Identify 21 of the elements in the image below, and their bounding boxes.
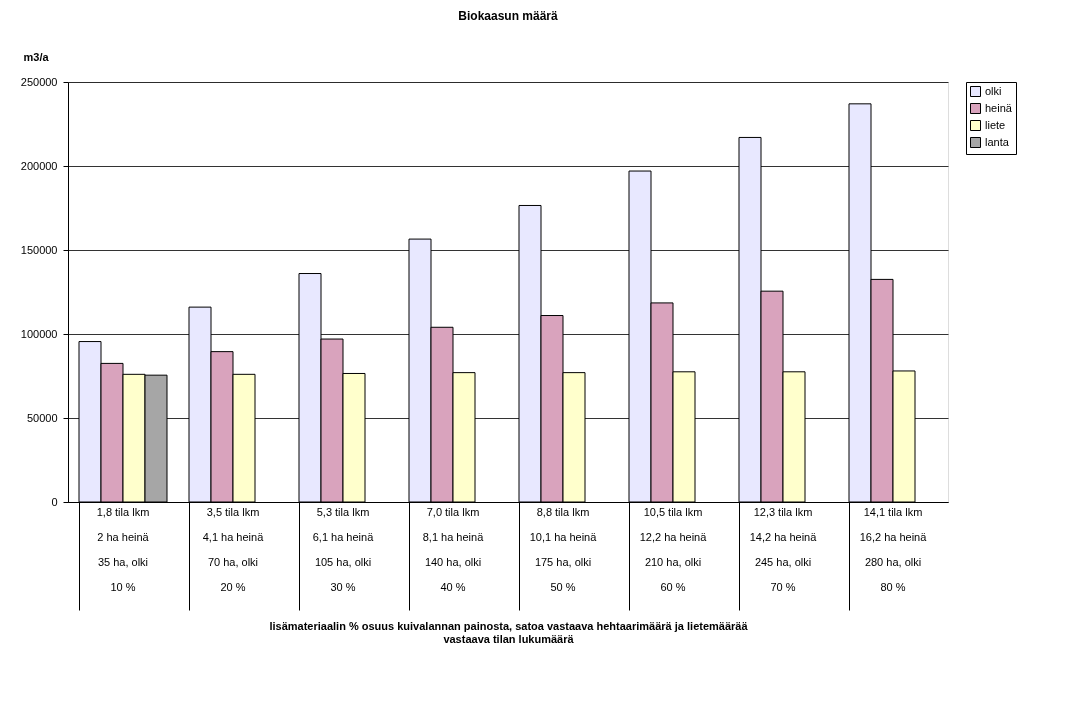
y-tick-label: 0	[51, 495, 58, 508]
x-tick-label: 14,1 tila lkm 16,2 ha heinä 280 ha, olki 80 %	[859, 505, 928, 593]
legend-label: lanta	[985, 135, 1010, 148]
y-tick-label: 250000	[20, 75, 58, 88]
legend-label: liete	[985, 118, 1006, 131]
y-axis-title: m3/a	[23, 50, 50, 63]
x-tick-label: 7,0 tila lkm 8,1 ha heinä 140 ha, olki 40 %	[422, 505, 485, 593]
x-tick-label: 10,5 tila lkm 12,2 ha heinä 210 ha, olki 60 %	[639, 505, 708, 593]
x-tick-label: 12,3 tila lkm 14,2 ha heinä 245 ha, olki 70 %	[749, 505, 818, 593]
y-tick-label: 150000	[20, 243, 58, 256]
x-axis-title: lisämateriaalin % osuus kuivalannan painosta, satoa vastaava hehtaarimäärä ja lietemäärää vastaava tilan lukumäärä	[269, 620, 749, 645]
legend-label: olki	[985, 84, 1002, 97]
x-tick-label: 5,3 tila lkm 6,1 ha heinä 105 ha, olki 30 %	[312, 505, 375, 593]
y-tick-label: 100000	[20, 327, 58, 340]
x-tick-label: 3,5 tila lkm 4,1 ha heinä 70 ha, olki 20 %	[202, 505, 265, 593]
x-tick-label: 8,8 tila lkm 10,1 ha heinä 175 ha, olki 50 %	[529, 505, 598, 593]
chart-title: Biokaasun määrä	[458, 9, 559, 23]
x-tick-label: 1,8 tila lkm 2 ha heinä 35 ha, olki 10 %	[96, 505, 150, 593]
legend-label: heinä	[985, 101, 1013, 114]
y-tick-label: 200000	[20, 159, 58, 172]
y-tick-label: 50000	[26, 411, 58, 424]
